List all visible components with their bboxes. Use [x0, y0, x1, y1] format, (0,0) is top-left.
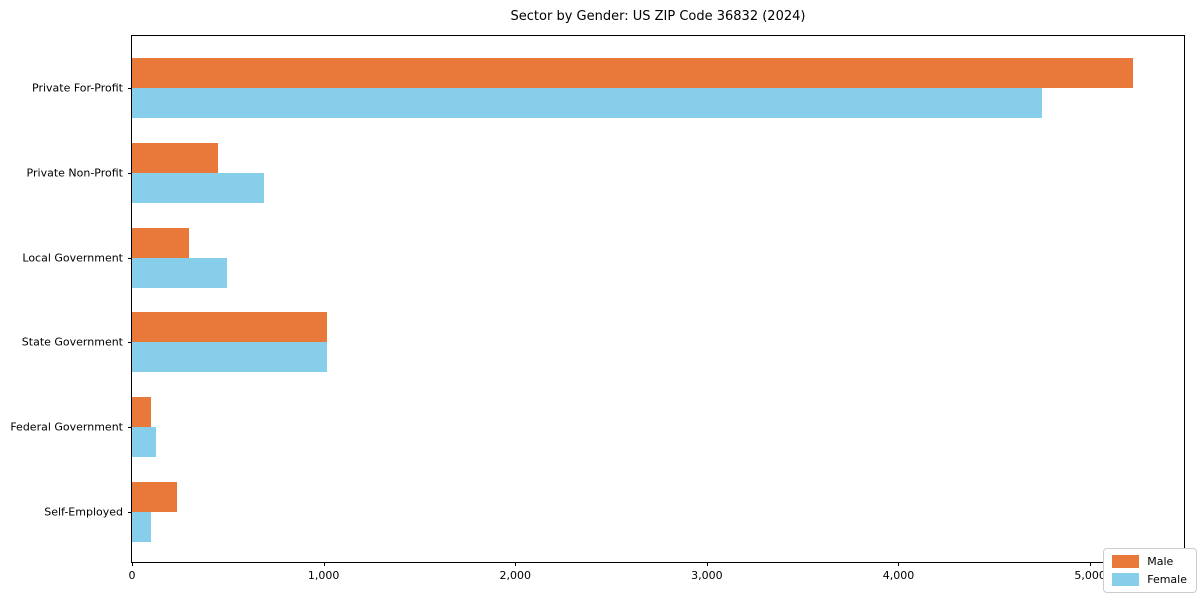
plot-area: Private For-Profit Private Non-Profit Loca… — [10, 35, 1185, 582]
x-tick-mark — [323, 562, 325, 566]
legend-label: Male — [1147, 555, 1174, 568]
y-tick-mark — [128, 257, 132, 259]
bar-group — [132, 312, 1184, 373]
x-tick-mark — [515, 562, 517, 566]
male-bar — [132, 397, 152, 428]
y-tick-mark — [128, 88, 132, 89]
legend: Male Female — [1103, 548, 1197, 593]
female-bar — [132, 342, 328, 373]
y-tick-label: Self-Employed — [44, 505, 123, 519]
chart-title: Sector by Gender: US ZIP Code 36832 (202… — [510, 9, 806, 24]
y-tick-mark — [128, 512, 132, 513]
y-tick-label: State Government — [21, 335, 123, 349]
x-tick-label: 5,000 — [1074, 569, 1106, 582]
y-tick-mark — [128, 342, 132, 344]
legend-swatch-female — [1112, 573, 1140, 586]
x-tick-mark — [132, 562, 133, 566]
male-bar — [132, 482, 178, 512]
bar-group — [132, 397, 1184, 458]
female-bar — [132, 427, 156, 458]
female-bar — [132, 88, 1043, 118]
female-bar — [132, 172, 265, 203]
x-tick-label: 0 — [128, 569, 136, 582]
y-tick-label: Local Government — [22, 251, 123, 265]
bar-group — [132, 142, 1184, 203]
x-tick-mark — [1090, 562, 1092, 566]
legend-entry: Male — [1112, 555, 1187, 568]
y-tick-label: Private Non-Profit — [26, 166, 123, 180]
x-tick-label: 4,000 — [882, 569, 915, 582]
x-tick-mark — [706, 562, 708, 566]
male-bar — [132, 58, 1134, 88]
x-tick-label: 3,000 — [691, 569, 723, 582]
legend-swatch-male — [1112, 555, 1140, 568]
x-tick-label: 1,000 — [307, 569, 340, 582]
y-tick-mark — [128, 172, 132, 174]
male-bar — [132, 227, 190, 258]
female-bar — [132, 512, 152, 542]
bar-group — [132, 227, 1184, 288]
male-bar — [132, 312, 328, 343]
bar-group — [132, 482, 1184, 542]
y-tick-label: Federal Government — [10, 420, 123, 434]
x-tick-label: 2,000 — [499, 569, 531, 582]
bar-group — [132, 58, 1184, 118]
legend-label: Female — [1147, 573, 1187, 586]
female-bar — [132, 257, 227, 288]
y-tick-label: Private For-Profit — [32, 81, 123, 95]
x-tick-mark — [898, 562, 900, 566]
male-bar — [132, 142, 219, 173]
y-tick-mark — [128, 427, 132, 429]
legend-entry: Female — [1112, 573, 1187, 586]
